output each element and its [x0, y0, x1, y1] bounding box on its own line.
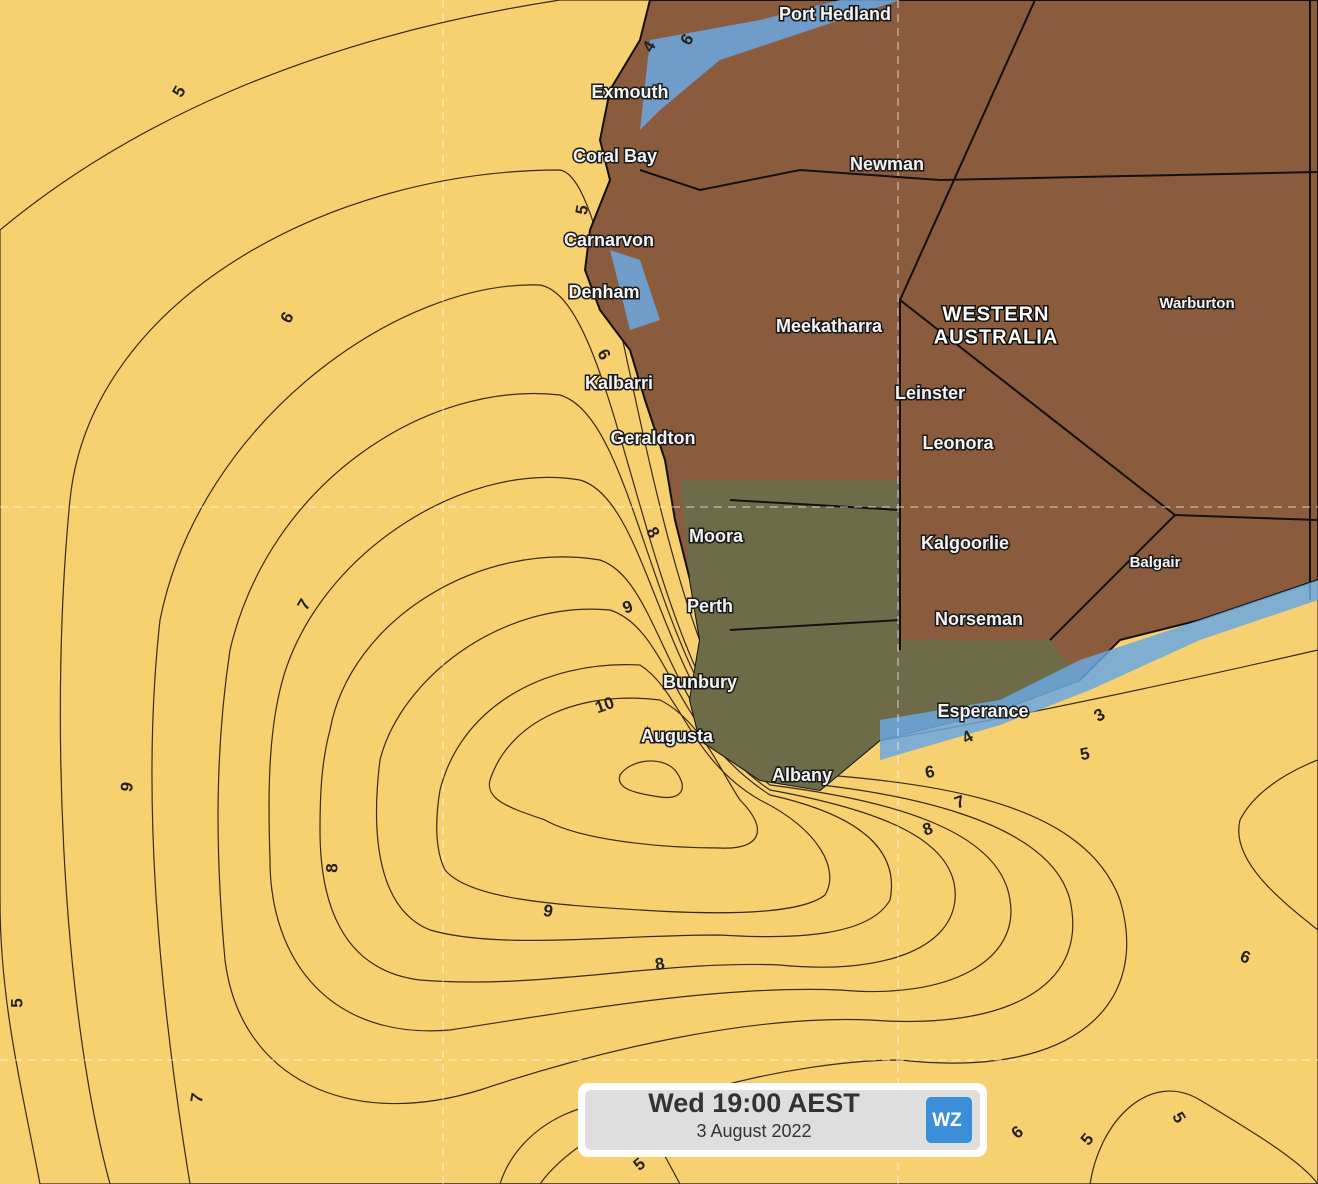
place-label: Exmouth [591, 82, 668, 102]
wave-band [436, 664, 831, 914]
region-label: AUSTRALIA [934, 326, 1059, 348]
place-label: Norseman [935, 609, 1023, 629]
place-label: Port Hedland [779, 4, 891, 24]
place-label: Geraldton [610, 428, 695, 448]
region-label: WESTERN [943, 303, 1050, 325]
place-label: Newman [850, 154, 924, 174]
timestamp-inner [585, 1090, 980, 1150]
place-label: Esperance [937, 701, 1028, 721]
wave-band [217, 393, 1074, 1105]
contour-label: 8 [322, 863, 341, 872]
timestamp-time: Wed 19:00 AEST [648, 1088, 860, 1118]
place-label: Warburton [1159, 295, 1234, 312]
contour-label: 6 [924, 762, 937, 782]
contour-label: 8 [654, 954, 667, 974]
wave-band [319, 556, 956, 983]
place-label: Kalgoorlie [921, 533, 1009, 553]
logo: WZ [932, 1110, 962, 1131]
place-label: Leonora [922, 433, 994, 453]
place-label: Moora [689, 526, 744, 546]
contour-label: 5 [1079, 744, 1092, 764]
wave-band [488, 697, 758, 849]
place-label: Denham [568, 282, 639, 302]
place-label: Leinster [895, 383, 965, 403]
place-label: Bunbury [663, 672, 737, 692]
wave-band [1089, 1090, 1318, 1184]
place-label: Albany [772, 765, 832, 785]
border [639, 0, 1318, 650]
wave-band [151, 284, 1128, 1184]
contour-label: 9 [542, 901, 555, 921]
logo-box [926, 1097, 972, 1143]
timestamp-date: 3 August 2022 [696, 1121, 811, 1141]
place-label: Kalbarri [585, 373, 653, 393]
place-label: Carnarvon [564, 230, 654, 250]
contour-label: 9 [117, 781, 137, 794]
shallow-water [610, 0, 1318, 760]
place-label: Coral Bay [573, 146, 657, 166]
wave-band [618, 760, 683, 799]
contour-label: 7 [187, 1092, 207, 1105]
contour-label: 5 [572, 204, 592, 217]
place-label: Augusta [641, 726, 714, 746]
place-label: Balgair [1130, 554, 1181, 571]
wave-band [268, 476, 1012, 1032]
place-label: Meekatharra [776, 316, 883, 336]
wave-band [375, 608, 892, 941]
place-label: Perth [687, 596, 733, 616]
contour-label: 5 [7, 998, 26, 1007]
